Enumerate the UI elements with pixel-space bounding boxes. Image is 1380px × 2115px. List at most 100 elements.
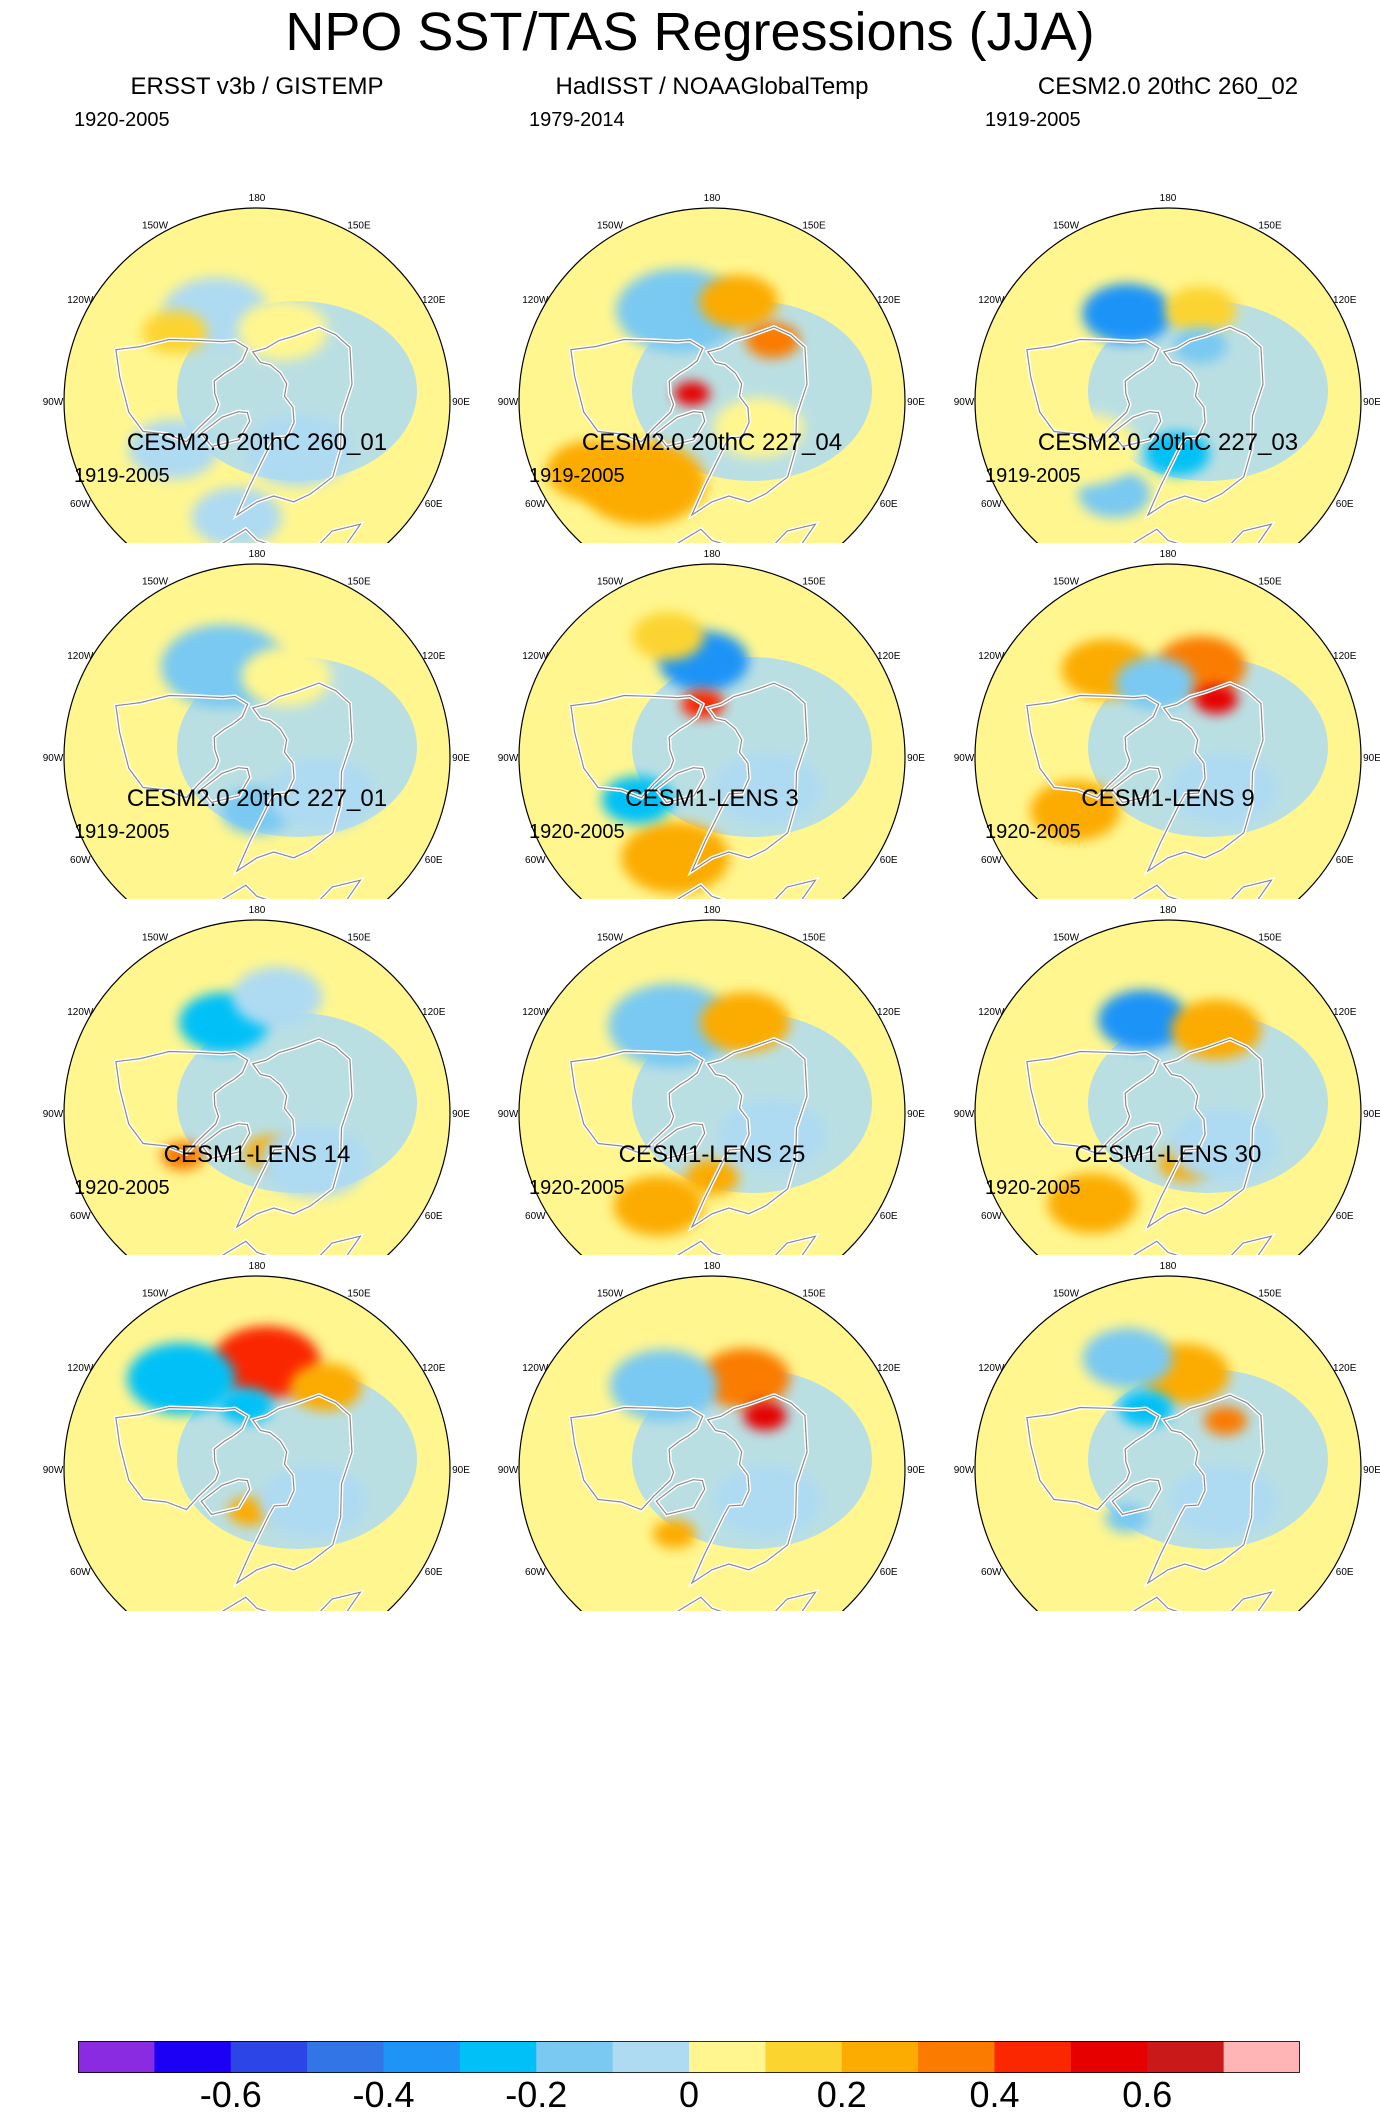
longitude-label: 60E: [425, 855, 443, 866]
longitude-label: 90E: [452, 1109, 470, 1120]
coastline: [1111, 411, 1162, 448]
map-panel: 180150E120E90E60E30E030W60W90W120W150WCE…: [37, 785, 477, 1255]
longitude-label: 60W: [70, 1211, 91, 1222]
panel-period: 1919-2005: [74, 465, 170, 487]
coastline: [671, 879, 817, 899]
colorbar-labels: -0.6 -0.4 -0.2 0 0.2 0.4 0.6: [0, 2075, 1380, 2115]
longitude-label: 60E: [425, 499, 443, 510]
polar-map: 180150E120E90E60E30E030W60W90W120W150W: [498, 549, 925, 899]
longitude-label: 150E: [347, 932, 371, 943]
longitude-label: 90W: [43, 397, 64, 408]
longitude-label: 90E: [452, 397, 470, 408]
longitude-label: 150W: [1053, 932, 1080, 943]
anomaly-contour: [244, 414, 353, 487]
longitude-label: 90W: [498, 1465, 519, 1476]
coastline: [1146, 1038, 1264, 1229]
coastline: [570, 1050, 704, 1155]
longitude-label: 60W: [525, 1211, 546, 1222]
anomaly-contour: [1203, 1406, 1248, 1436]
longitude-label: 120E: [877, 651, 901, 662]
longitude-label: 90E: [1363, 1109, 1380, 1120]
longitude-label: 60W: [981, 1567, 1002, 1578]
longitude-label: 120W: [67, 1363, 94, 1374]
longitude-label: 120E: [1333, 1363, 1357, 1374]
anomaly-contour: [608, 983, 735, 1068]
colorbar-tick-label: -0.6: [199, 2074, 262, 2115]
longitude-label: 90E: [907, 1465, 925, 1476]
longitude-label: 90E: [1363, 397, 1380, 408]
longitude-label: 60E: [1336, 499, 1354, 510]
longitude-label: 180: [249, 905, 266, 916]
anomaly-contour: [546, 440, 637, 501]
anomaly-contour: [1173, 327, 1228, 364]
longitude-label: 90W: [954, 1465, 975, 1476]
longitude-label: 150W: [142, 220, 169, 231]
longitude-label: 180: [704, 193, 721, 204]
longitude-label: 120E: [422, 1363, 446, 1374]
longitude-label: 120W: [522, 295, 549, 306]
longitude-label: 60W: [525, 1567, 546, 1578]
panel-period: 1920-2005: [985, 1177, 1081, 1199]
anomaly-contour: [700, 992, 791, 1053]
anomaly-contour: [142, 310, 208, 354]
anomaly-contour: [621, 821, 730, 894]
anomaly-contour: [241, 646, 332, 707]
polar-map: 180150E120E90E60E30E030W60W90W120W150W: [43, 905, 470, 1255]
longitude-label: 120W: [67, 1007, 94, 1018]
longitude-label: 150W: [1053, 220, 1080, 231]
map-panel: 180150E120E90E60E30E030W60W90W120W150WCE…: [492, 429, 932, 899]
polar-map: 180150E120E90E60E30E030W60W90W120W150W: [498, 193, 925, 543]
longitude-label: 60E: [425, 1567, 443, 1578]
longitude-label: 180: [704, 549, 721, 560]
longitude-label: 90E: [452, 1465, 470, 1476]
longitude-label: 90E: [1363, 753, 1380, 764]
longitude-label: 60E: [1336, 1211, 1354, 1222]
anomaly-contour: [1082, 1328, 1173, 1389]
map-panel: 180150E120E90E60E30E030W60W90W120W150WCE…: [37, 1141, 477, 1611]
longitude-label: 60E: [880, 1567, 898, 1578]
coastline: [1026, 338, 1160, 443]
panel-period: 1979-2014: [529, 109, 625, 131]
colorbar-swatch: [994, 2041, 1072, 2073]
coastline: [200, 1479, 251, 1516]
coastline: [690, 682, 808, 873]
panel-title: CESM2.0 20thC 227_01: [126, 785, 388, 812]
polar-map: 180150E120E90E60E30E030W60W90W120W150W: [498, 1261, 925, 1611]
map-boundary: [63, 207, 451, 543]
longitude-label: 60E: [880, 1211, 898, 1222]
longitude-label: 150E: [802, 932, 826, 943]
longitude-label: 120E: [877, 1363, 901, 1374]
longitude-label: 60E: [1336, 855, 1354, 866]
longitude-label: 150E: [802, 576, 826, 587]
longitude-label: 150E: [1258, 220, 1282, 231]
polar-map: 180150E120E90E60E30E030W60W90W120W150W: [498, 905, 925, 1255]
longitude-label: 120W: [522, 651, 549, 662]
map-panel: 180150E120E90E60E30E030W60W90W120W150WCE…: [37, 429, 477, 899]
longitude-label: 90E: [907, 397, 925, 408]
colorbar-tick-label: -0.4: [352, 2074, 415, 2115]
coastline: [115, 694, 249, 799]
coastline: [671, 523, 817, 543]
longitude-label: 120E: [877, 1007, 901, 1018]
anomaly-contour: [685, 1159, 739, 1196]
map-boundary: [974, 919, 1362, 1255]
coastline: [570, 1406, 704, 1511]
longitude-label: 180: [1160, 1261, 1177, 1272]
coastline: [235, 326, 353, 517]
longitude-label: 120E: [422, 651, 446, 662]
longitude-label: 150E: [1258, 576, 1282, 587]
colorbar-swatch: [689, 2041, 766, 2073]
longitude-label: 150W: [142, 1288, 169, 1299]
anomaly-contour: [237, 300, 328, 361]
panel-title: CESM1-LENS 9: [1081, 785, 1255, 812]
polar-map: 180150E120E90E60E30E030W60W90W120W150W: [954, 1261, 1380, 1611]
polar-map: 180150E120E90E60E30E030W60W90W120W150W: [43, 193, 470, 543]
map-panel: 180150E120E90E60E30E030W60W90W120W150WCE…: [492, 785, 932, 1255]
polar-map: 180150E120E90E60E30E030W60W90W120W150W: [43, 549, 470, 899]
longitude-label: 120W: [522, 1007, 549, 1018]
longitude-label: 90W: [498, 1109, 519, 1120]
map-panel: 180150E120E90E60E30E030W60W90W120W150WHa…: [492, 73, 932, 543]
colorbar-swatch: [459, 2041, 537, 2073]
longitude-label: 90W: [43, 1465, 64, 1476]
panel-period: 1920-2005: [529, 821, 625, 843]
